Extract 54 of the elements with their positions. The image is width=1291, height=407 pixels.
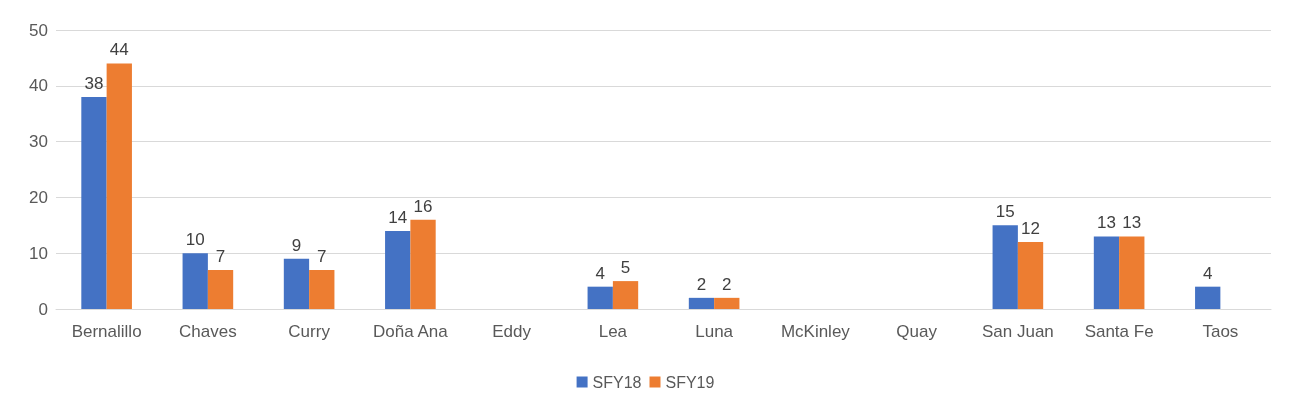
data-label: 9 (291, 235, 302, 255)
data-label: 7 (215, 246, 226, 266)
x-tick-label: Taos (1202, 322, 1239, 341)
y-tick-label: 10 (29, 243, 48, 263)
x-tick-label: Lea (598, 322, 628, 341)
data-label: 4 (1202, 263, 1213, 283)
bar (587, 286, 613, 309)
legend-label: SFY19 (665, 373, 715, 391)
x-tick-label: San Juan (981, 322, 1054, 341)
x-tick-label: Quay (896, 322, 938, 341)
bar (688, 297, 715, 309)
bar (612, 281, 639, 309)
bar (410, 219, 436, 309)
x-tick-label: Chaves (179, 322, 237, 341)
bar (1195, 286, 1221, 309)
data-label: 12 (1021, 219, 1040, 239)
data-label: 2 (722, 274, 732, 294)
y-tick-label: 50 (29, 20, 48, 40)
bar (1017, 242, 1044, 309)
bar (309, 269, 335, 309)
x-tick-label: Doña Ana (373, 322, 449, 341)
x-tick-label: Bernalillo (71, 322, 142, 341)
x-tick-label: Santa Fe (1084, 322, 1154, 341)
y-tick-label: 40 (29, 76, 48, 96)
data-label: 13 (1122, 213, 1142, 233)
x-tick-label: Luna (695, 322, 734, 341)
bar (207, 269, 234, 309)
data-label: 2 (696, 274, 707, 294)
data-label: 16 (413, 196, 433, 216)
data-label: 4 (595, 263, 605, 283)
data-label: 44 (109, 40, 129, 60)
bar (81, 96, 107, 309)
y-tick-label: 20 (29, 187, 48, 207)
data-label: 14 (388, 207, 408, 227)
bar (714, 297, 740, 309)
legend-label: SFY18 (592, 373, 642, 391)
x-tick-label: Curry (288, 322, 331, 341)
data-label: 13 (1097, 213, 1116, 233)
data-label: 7 (317, 246, 327, 266)
bar (1093, 236, 1120, 309)
bar (283, 258, 310, 309)
bar (385, 230, 411, 309)
bar (992, 225, 1018, 309)
bar (1119, 236, 1145, 309)
y-tick-label: 30 (29, 132, 48, 152)
bar (106, 63, 132, 309)
data-label: 15 (995, 202, 1015, 222)
x-tick-label: Eddy (492, 322, 532, 341)
y-tick-label: 0 (38, 299, 48, 319)
data-label: 38 (84, 73, 104, 93)
bar (182, 253, 208, 309)
x-tick-label: McKinley (780, 322, 851, 341)
data-label: 10 (185, 230, 205, 250)
data-label: 5 (620, 258, 631, 278)
